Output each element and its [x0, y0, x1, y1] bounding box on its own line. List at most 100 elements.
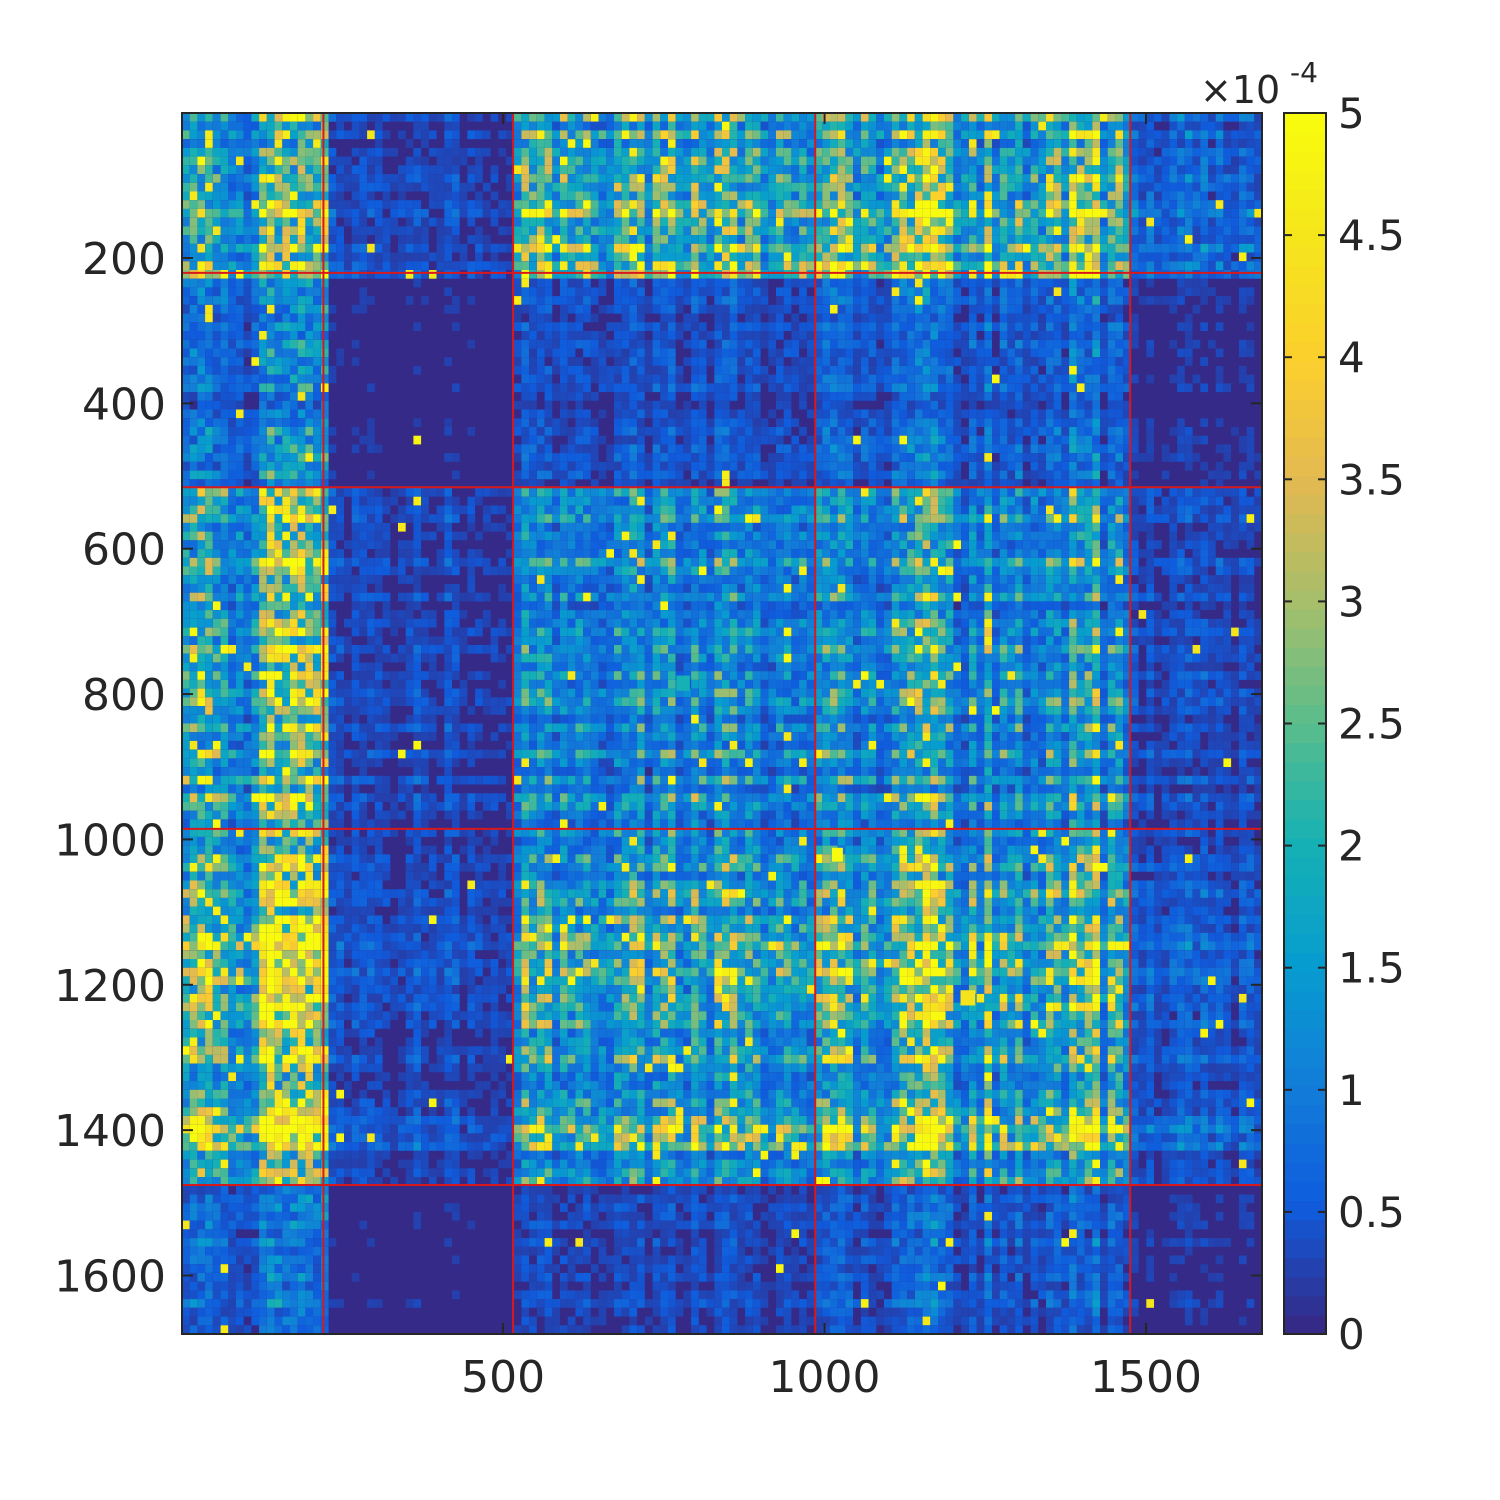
heatmap-cell — [868, 217, 877, 227]
heatmap-cell — [467, 235, 476, 244]
heatmap-cell — [320, 296, 329, 305]
heatmap-cell — [1123, 287, 1131, 297]
heatmap-cell — [1015, 461, 1023, 471]
heatmap-cell — [212, 208, 221, 218]
heatmap-cell — [1154, 235, 1162, 244]
heatmap-cell — [1184, 156, 1193, 166]
heatmap-cell — [521, 208, 530, 218]
heatmap-cell — [313, 453, 321, 462]
heatmap-cell — [590, 435, 599, 445]
heatmap-cell — [953, 304, 962, 314]
heatmap-cell — [922, 191, 931, 201]
heatmap-cell — [614, 139, 622, 148]
heatmap-cell — [212, 357, 221, 366]
heatmap-cell — [552, 322, 560, 331]
heatmap-cell — [521, 400, 530, 410]
heatmap-cell — [830, 243, 838, 253]
heatmap-cell — [236, 182, 244, 192]
heatmap-cell — [999, 200, 1008, 209]
heatmap-cell — [737, 139, 746, 148]
heatmap-cell — [1069, 357, 1077, 366]
heatmap-cell — [1007, 121, 1016, 131]
heatmap-cell — [197, 374, 206, 384]
heatmap-cell — [722, 156, 730, 166]
heatmap-cell — [714, 217, 722, 227]
heatmap-cell — [1076, 313, 1085, 323]
heatmap-cell — [212, 444, 221, 454]
heatmap-cell — [320, 121, 329, 131]
heatmap-cell — [945, 270, 954, 279]
heatmap-cell — [205, 191, 213, 201]
heatmap-cell — [1123, 243, 1131, 253]
heatmap-cell — [336, 357, 344, 366]
heatmap-cell — [359, 200, 368, 209]
heatmap-cell — [490, 488, 499, 497]
heatmap-cell — [806, 165, 815, 174]
heatmap-cell — [984, 226, 992, 236]
heatmap-cell — [621, 339, 630, 349]
heatmap-cell — [305, 113, 314, 122]
heatmap-cell — [220, 235, 229, 244]
heatmap-cell — [398, 488, 406, 497]
heatmap-cell — [521, 409, 530, 419]
heatmap-cell — [1107, 130, 1116, 140]
heatmap-cell — [297, 418, 306, 427]
heatmap-cell — [475, 130, 483, 140]
heatmap-cell — [776, 235, 784, 244]
heatmap-cell — [737, 156, 746, 166]
heatmap-cell — [868, 409, 877, 419]
heatmap-cell — [868, 357, 877, 366]
heatmap-cell — [1177, 374, 1185, 384]
heatmap-cell — [845, 121, 854, 131]
heatmap-cell — [1192, 374, 1201, 384]
heatmap-cell — [675, 217, 684, 227]
heatmap-cell — [860, 217, 869, 227]
heatmap-cell — [259, 374, 267, 384]
heatmap-cell — [1076, 165, 1085, 174]
heatmap-cell — [1146, 130, 1154, 140]
heatmap-cell — [544, 453, 553, 462]
heatmap-cell — [290, 121, 298, 131]
heatmap-cell — [984, 270, 992, 279]
heatmap-cell — [752, 156, 761, 166]
heatmap-cell — [868, 435, 877, 445]
heatmap-cell — [1084, 174, 1093, 183]
heatmap-cell — [760, 339, 769, 349]
heatmap-cell — [652, 365, 661, 375]
heatmap-cell — [1177, 365, 1185, 375]
heatmap-cell — [290, 296, 298, 305]
heatmap-cell — [529, 322, 537, 331]
heatmap-cell — [945, 208, 954, 218]
heatmap-cell — [1238, 435, 1247, 445]
heatmap-cell — [282, 147, 290, 157]
heatmap-cell — [1084, 409, 1093, 419]
heatmap-cell — [598, 174, 607, 183]
heatmap-cell — [984, 174, 992, 183]
heatmap-cell — [598, 339, 607, 349]
heatmap-cell — [938, 461, 946, 471]
heatmap-cell — [197, 470, 206, 480]
heatmap-cell — [837, 261, 846, 270]
heatmap-cell — [644, 488, 653, 497]
heatmap-cell — [984, 435, 992, 445]
heatmap-cell — [290, 139, 298, 148]
heatmap-cell — [830, 418, 838, 427]
heatmap-cell — [320, 444, 329, 454]
heatmap-cell — [1184, 217, 1193, 227]
heatmap-cell — [930, 304, 938, 314]
heatmap-cell — [706, 130, 715, 140]
heatmap-cell — [405, 165, 414, 174]
heatmap-cell — [814, 427, 823, 436]
heatmap-cell — [444, 113, 452, 122]
heatmap-cell — [891, 278, 900, 288]
heatmap-cell — [313, 191, 321, 201]
heatmap-cell — [876, 235, 884, 244]
heatmap-cell — [212, 374, 221, 384]
heatmap-cell — [452, 156, 460, 166]
heatmap-cell — [737, 191, 746, 201]
heatmap-cell — [652, 130, 661, 140]
heatmap-cell — [575, 156, 584, 166]
heatmap-cell — [1069, 435, 1077, 445]
heatmap-cell — [305, 130, 314, 140]
heatmap-cell — [367, 470, 375, 480]
